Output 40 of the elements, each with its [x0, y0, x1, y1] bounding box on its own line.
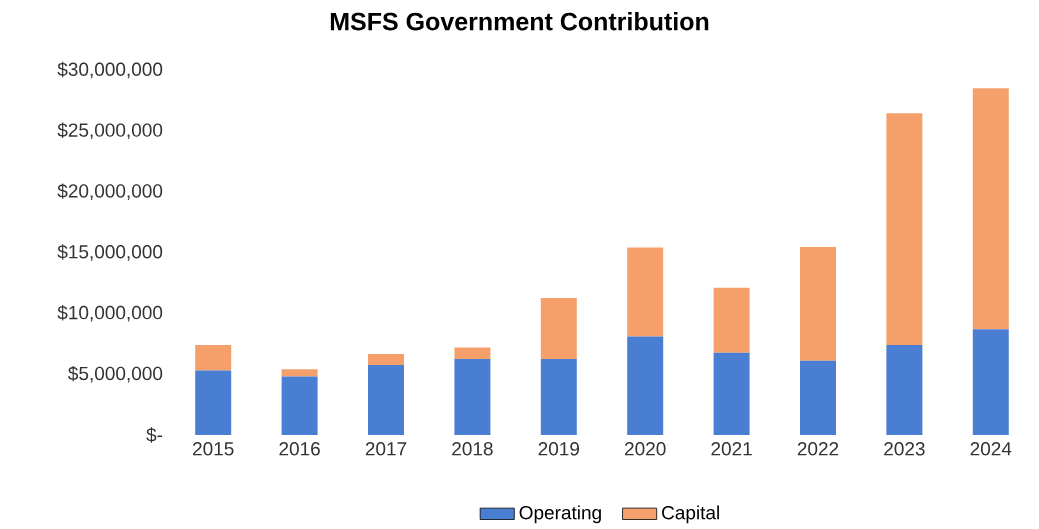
- bar: [799, 247, 836, 361]
- bar: [195, 344, 232, 371]
- x-tick-label: 2019: [538, 442, 580, 456]
- bar: [886, 113, 923, 345]
- bar: [972, 88, 1009, 330]
- bar: [972, 329, 1009, 435]
- bar: [540, 358, 577, 435]
- x-tick-label: 2023: [884, 442, 925, 456]
- y-tick-label: $30,000,000: [57, 61, 163, 79]
- bar: [886, 344, 923, 435]
- bar: [713, 352, 750, 435]
- x-tick-label: 2015: [193, 442, 234, 456]
- bar: [195, 370, 232, 435]
- bar: [627, 336, 664, 435]
- bar: [281, 376, 318, 435]
- x-tick-label: 2024: [970, 442, 1012, 456]
- y-tick-label: $25,000,000: [57, 122, 163, 140]
- x-tick-label: 2020: [625, 442, 666, 456]
- x-tick-label: 2016: [279, 442, 320, 456]
- bar: [281, 369, 318, 377]
- legend-label: Capital: [662, 505, 719, 524]
- x-tick-label: 2022: [797, 442, 839, 456]
- y-tick-label: $10,000,000: [57, 305, 163, 322]
- bar: [799, 360, 836, 435]
- bar: [454, 347, 491, 359]
- y-tick-label: $-: [146, 427, 163, 443]
- bar: [368, 354, 404, 366]
- bar: [540, 298, 577, 359]
- y-tick-label: $5,000,000: [68, 365, 163, 383]
- y-tick-label: $15,000,000: [57, 244, 163, 261]
- bar: [454, 358, 491, 435]
- legend-label: Operating: [519, 505, 601, 524]
- x-tick-label: 2021: [711, 442, 752, 456]
- chart-title: MSFS Government Contribution: [330, 12, 709, 31]
- x-tick-label: 2017: [365, 442, 407, 456]
- bar: [627, 247, 664, 337]
- bar: [713, 287, 750, 353]
- x-tick-label: 2018: [452, 442, 493, 456]
- bar: [368, 365, 404, 435]
- y-tick-label: $20,000,000: [57, 183, 163, 200]
